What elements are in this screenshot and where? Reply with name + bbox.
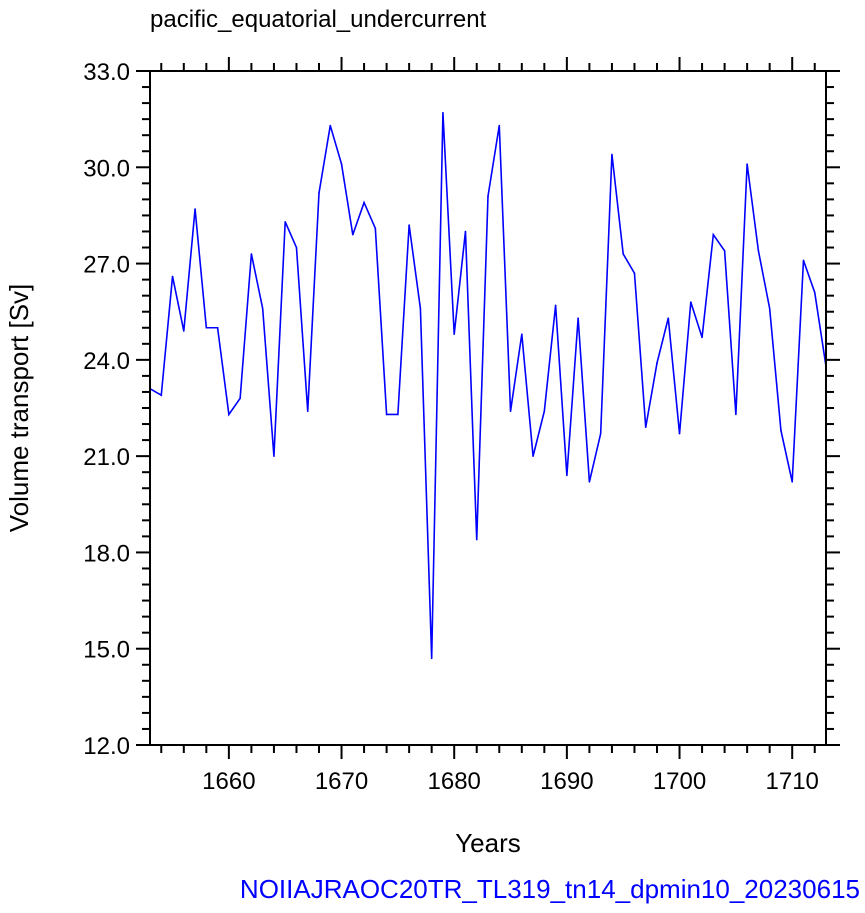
y-tick-label: 12.0 (83, 733, 130, 760)
data-point (780, 429, 782, 432)
data-point (701, 336, 703, 339)
data-point (633, 272, 636, 275)
data-point (261, 307, 264, 310)
y-axis: 12.0 15.0 18.0 21.0 24.0 27.0 30.0 33.0 (83, 59, 840, 760)
y-tick-label: 30.0 (83, 155, 130, 182)
data-point (183, 330, 185, 332)
x-axis-title: Years (455, 828, 521, 858)
y-tick-label: 18.0 (83, 540, 130, 567)
data-point (622, 253, 624, 255)
data-point (509, 410, 512, 413)
data-point (385, 413, 388, 416)
y-tick-label: 24.0 (83, 348, 130, 375)
data-point (453, 333, 456, 335)
y-axis-title: Volume transport [Sv] (4, 284, 34, 533)
data-point (442, 111, 444, 114)
x-tick-label: 1710 (766, 768, 819, 795)
data-point (239, 397, 241, 400)
data-point (554, 304, 557, 307)
y-tick-label: 15.0 (83, 637, 130, 664)
data-point (644, 426, 647, 429)
data-point (284, 221, 287, 223)
data-point (599, 432, 602, 435)
x-axis: 1660 1670 1680 1690 1700 1710 (160, 57, 819, 795)
data-point (690, 301, 692, 303)
data-point (318, 192, 320, 194)
data-point (487, 195, 489, 197)
data-point (205, 326, 208, 329)
data-point (475, 538, 478, 541)
data-point (498, 124, 501, 127)
data-point (667, 317, 670, 319)
data-point (160, 394, 163, 396)
data-point (735, 413, 737, 416)
data-point (521, 333, 523, 335)
data-point (430, 657, 433, 660)
data-point (768, 307, 771, 310)
data-point (588, 481, 591, 483)
plot-frame (149, 70, 827, 746)
data-point (464, 230, 467, 233)
x-tick-label: 1680 (428, 768, 481, 795)
data-point (757, 249, 760, 252)
data-point (723, 249, 726, 252)
run-id-label: NOIIAJRAOC20TR_TL319_tn14_dpmin10_202306… (240, 874, 860, 904)
data-point (712, 233, 715, 236)
data-point (532, 455, 534, 457)
data-point (329, 124, 332, 127)
data-point (408, 224, 410, 226)
data-point (802, 259, 805, 262)
x-tick-label: 1670 (315, 768, 368, 795)
data-point (656, 362, 658, 364)
chart-title: pacific_equatorial_undercurrent (150, 6, 487, 33)
data-point (374, 227, 377, 230)
data-point (566, 474, 568, 477)
data-point (216, 326, 219, 329)
data-point (352, 233, 354, 236)
data-point (813, 291, 816, 294)
data-point (363, 201, 365, 204)
data-point (228, 413, 230, 416)
series-layer (149, 111, 827, 660)
data-point (250, 253, 253, 255)
x-tick-label: 1700 (653, 768, 706, 795)
data-point (419, 307, 422, 310)
series-line (149, 112, 827, 659)
x-tick-label: 1690 (540, 768, 593, 795)
data-point (295, 246, 298, 249)
data-point (543, 410, 546, 413)
data-point (611, 153, 613, 156)
data-point (194, 208, 196, 210)
data-point (171, 275, 174, 278)
data-point (678, 432, 681, 435)
data-point (791, 481, 793, 483)
data-point (273, 455, 275, 457)
y-tick-label: 21.0 (83, 444, 130, 471)
x-tick-label: 1660 (202, 768, 255, 795)
data-point (577, 317, 579, 319)
y-tick-label: 33.0 (83, 59, 130, 86)
data-point (306, 410, 309, 413)
data-point (397, 413, 399, 416)
data-point (746, 163, 748, 165)
y-tick-label: 27.0 (83, 252, 130, 279)
data-point (340, 163, 343, 165)
